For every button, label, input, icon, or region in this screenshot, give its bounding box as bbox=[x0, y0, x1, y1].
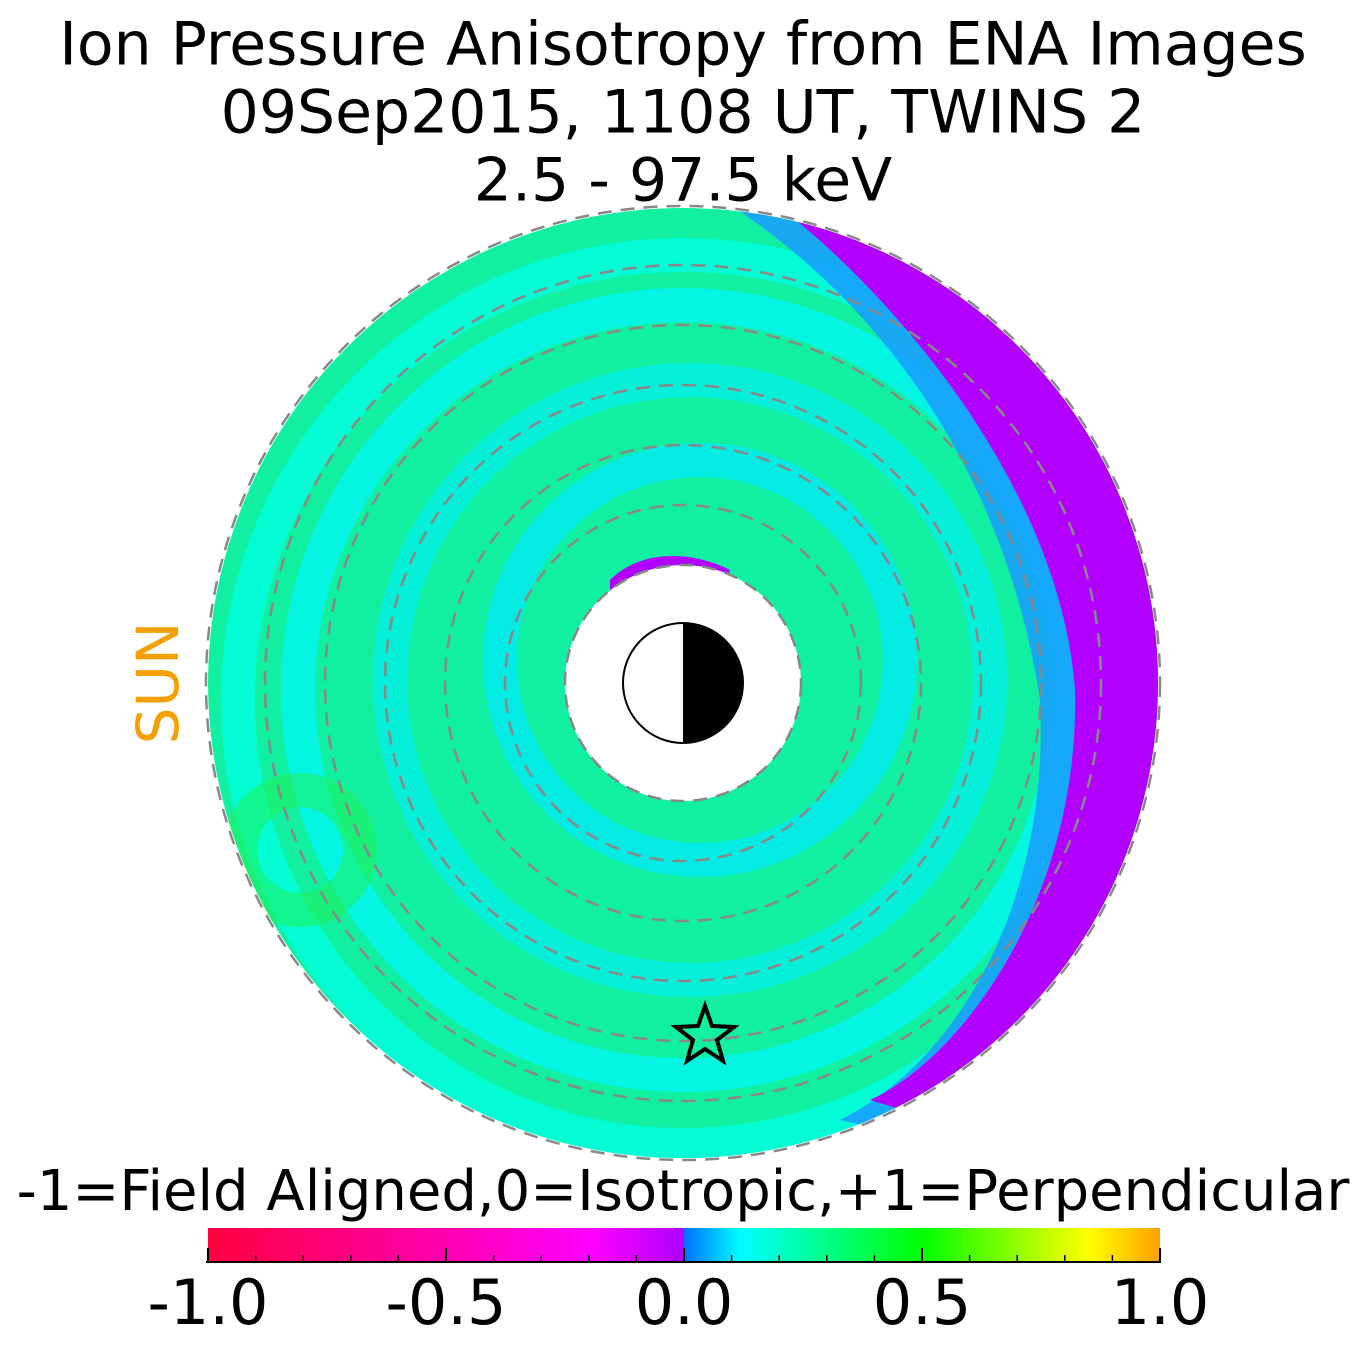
colorbar-tick-label: -1.0 bbox=[148, 1266, 269, 1339]
colorbar-tick-label: 0.5 bbox=[873, 1266, 972, 1339]
chart-title: Ion Pressure Anisotropy from ENA Images bbox=[59, 10, 1307, 80]
earth bbox=[622, 622, 744, 744]
colorbar-tick-label: -0.5 bbox=[386, 1266, 507, 1339]
l-shell-circles bbox=[204, 204, 1162, 1162]
chart-subtitle: 09Sep2015, 1108 UT, TWINS 2 bbox=[221, 78, 1146, 148]
colorbar-tick-label: 0.0 bbox=[635, 1266, 734, 1339]
colorbar-tick-label: 1.0 bbox=[1111, 1266, 1210, 1339]
energy-range: 2.5 - 97.5 keV bbox=[474, 146, 892, 216]
colorbar-label: -1=Field Aligned,0=Isotropic,+1=Perpendi… bbox=[17, 1159, 1351, 1224]
spacecraft-star bbox=[670, 999, 740, 1066]
sun-label: SUN bbox=[124, 622, 192, 745]
